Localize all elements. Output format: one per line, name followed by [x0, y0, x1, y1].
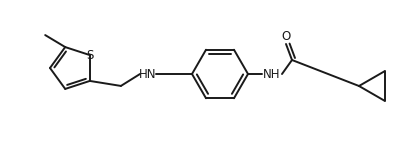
Text: HN: HN	[139, 67, 157, 81]
Text: NH: NH	[263, 67, 281, 81]
Text: O: O	[281, 30, 290, 44]
Text: S: S	[86, 49, 93, 62]
